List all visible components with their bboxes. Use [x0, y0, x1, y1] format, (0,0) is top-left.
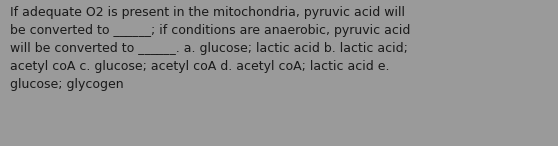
Text: If adequate O2 is present in the mitochondria, pyruvic acid will
be converted to: If adequate O2 is present in the mitocho…: [10, 6, 411, 91]
